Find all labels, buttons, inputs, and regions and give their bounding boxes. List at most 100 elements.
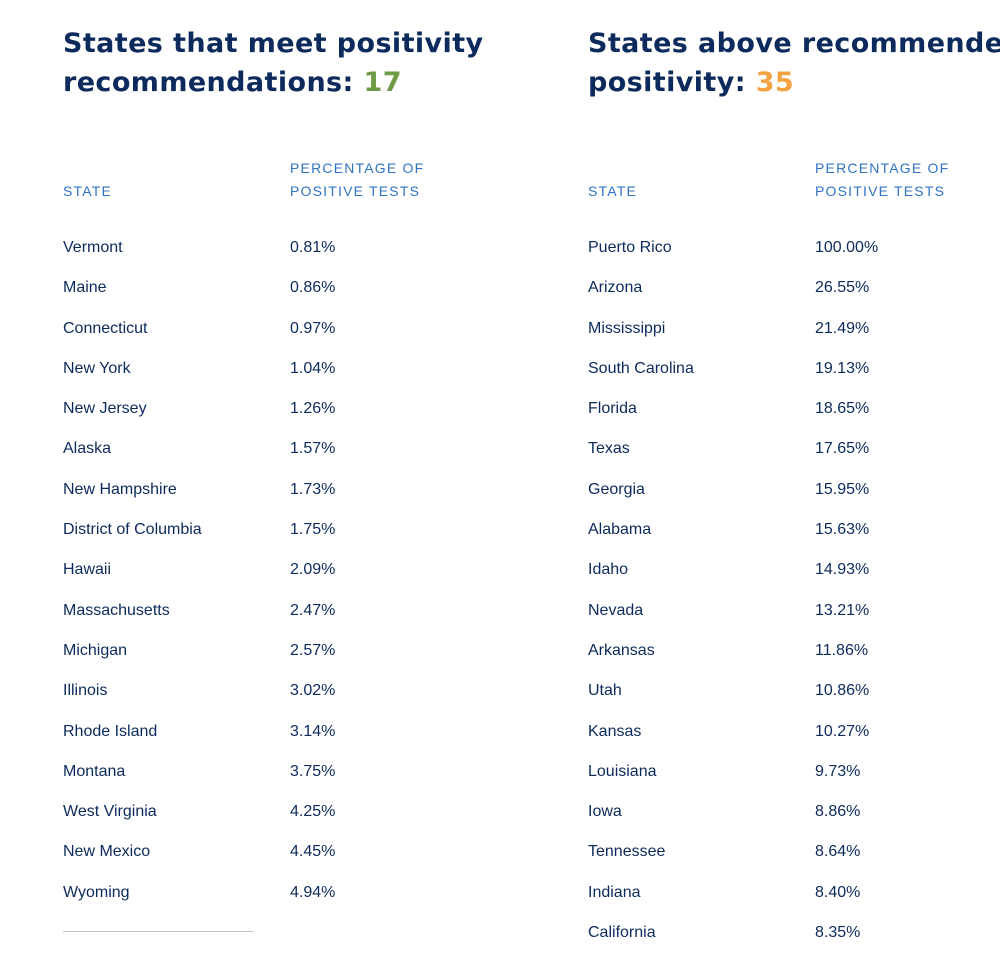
state-name: West Virginia xyxy=(63,803,157,821)
table-row: Maine 0.86% xyxy=(63,277,484,317)
positivity-percentage: 26.55% xyxy=(815,279,870,297)
positivity-percentage: 100.00% xyxy=(815,239,879,256)
state-name: New Jersey xyxy=(63,400,147,418)
table-row: Wyoming 4.94% xyxy=(63,882,484,922)
table-row: West Virginia 4.25% xyxy=(63,801,484,841)
positivity-percentage: 1.04% xyxy=(290,359,336,377)
table-row: District of Columbia 1.75% xyxy=(63,519,484,559)
positivity-percentage: 15.63% xyxy=(815,521,870,539)
meets-heading-line2: recommendations: xyxy=(63,67,354,98)
above-positivity-heading: States above recommended positivity: 35 xyxy=(588,24,1000,102)
state-name: New York xyxy=(63,359,131,377)
positivity-percentage: 8.35% xyxy=(815,924,861,942)
meets-col-pct-line2: POSITIVE TESTS xyxy=(290,183,421,199)
state-name: Montana xyxy=(63,762,126,780)
meets-col-pct-line1: PERCENTAGE OF xyxy=(290,160,425,176)
meets-heading-line1: States that meet positivity xyxy=(63,28,484,59)
table-row: Alaska 1.57% xyxy=(63,438,484,478)
positivity-percentage: 1.75% xyxy=(290,521,336,539)
table-row: Utah 10.86% xyxy=(588,680,1000,720)
table-row: Tennessee 8.64% xyxy=(588,841,1000,881)
above-positivity-panel: States above recommended positivity: 35 … xyxy=(588,24,1000,962)
state-name: Rhode Island xyxy=(63,722,158,740)
table-row: Illinois 3.02% xyxy=(63,680,484,720)
state-name: Louisiana xyxy=(588,762,657,780)
meets-positivity-heading: States that meet positivity recommendati… xyxy=(63,24,484,102)
state-name: Alabama xyxy=(588,521,652,539)
above-table-body: Puerto Rico 100.00% Arizona 26.55% Mississip… xyxy=(588,237,1000,962)
positivity-percentage: 19.13% xyxy=(815,359,870,377)
positivity-percentage: 2.09% xyxy=(290,561,336,579)
meets-table-body: Vermont 0.81% Maine 0.86% Connecticut 0.97% Ne… xyxy=(63,237,484,922)
table-row: Mississippi 21.49% xyxy=(588,318,1000,358)
state-name: Arizona xyxy=(588,279,643,297)
positivity-percentage: 3.75% xyxy=(290,762,336,780)
state-name: California xyxy=(588,924,656,942)
positivity-percentage: 2.47% xyxy=(290,601,336,619)
table-row: Arizona 26.55% xyxy=(588,277,1000,317)
state-name: Idaho xyxy=(588,561,629,579)
above-count: 35 xyxy=(755,67,795,98)
positivity-percentage: 14.93% xyxy=(815,561,870,579)
state-name: Hawaii xyxy=(63,561,112,579)
above-table-header: STATE PERCENTAGE OF POSITIVE TESTS xyxy=(588,143,1000,203)
meets-count: 17 xyxy=(363,67,402,98)
meets-positivity-panel: States that meet positivity recommendati… xyxy=(63,24,484,922)
meets-col-percentage: PERCENTAGE OF POSITIVE TESTS xyxy=(290,157,450,203)
state-name: Massachusetts xyxy=(63,601,170,619)
above-col-state: STATE xyxy=(588,183,638,199)
state-name: Vermont xyxy=(63,239,123,256)
state-name: South Carolina xyxy=(588,359,694,377)
state-name: Tennessee xyxy=(588,843,666,861)
state-name: District of Columbia xyxy=(63,521,202,539)
state-name: Alaska xyxy=(63,440,112,458)
meets-col-state: STATE xyxy=(63,183,113,199)
table-row: New Hampshire 1.73% xyxy=(63,479,484,519)
positivity-percentage: 17.65% xyxy=(815,440,870,458)
state-name: Iowa xyxy=(588,803,622,821)
state-name: New Hampshire xyxy=(63,480,177,498)
state-name: Maine xyxy=(63,279,107,297)
table-row: Florida 18.65% xyxy=(588,398,1000,438)
positivity-percentage: 1.57% xyxy=(290,440,336,458)
above-col-pct-line2: POSITIVE TESTS xyxy=(815,183,946,199)
positivity-percentage: 0.86% xyxy=(290,279,336,297)
state-name: Kansas xyxy=(588,722,642,740)
state-name: Connecticut xyxy=(63,319,148,337)
positivity-percentage: 11.86% xyxy=(815,641,869,659)
above-heading-line2: positivity: xyxy=(588,67,746,98)
positivity-percentage: 0.81% xyxy=(290,239,336,256)
state-name: Utah xyxy=(588,682,622,700)
table-row: New Mexico 4.45% xyxy=(63,841,484,881)
positivity-percentage: 13.21% xyxy=(815,601,870,619)
positivity-percentage: 1.73% xyxy=(290,480,336,498)
above-heading-line1: States above recommended xyxy=(588,28,1000,59)
positivity-percentage: 3.14% xyxy=(290,722,336,740)
table-row: Nevada 13.21% xyxy=(588,600,1000,640)
table-row: Michigan 2.57% xyxy=(63,640,484,680)
positivity-percentage: 10.27% xyxy=(815,722,870,740)
positivity-percentage: 4.94% xyxy=(290,883,336,901)
state-name: Puerto Rico xyxy=(588,239,672,256)
table-row: Kansas 10.27% xyxy=(588,721,1000,761)
state-name: New Mexico xyxy=(63,843,151,861)
table-row: Arkansas 11.86% xyxy=(588,640,1000,680)
table-row: Hawaii 2.09% xyxy=(63,559,484,599)
positivity-percentage: 8.64% xyxy=(815,843,861,861)
state-name: Nevada xyxy=(588,601,644,619)
table-row: Alabama 15.63% xyxy=(588,519,1000,559)
table-row: California 8.35% xyxy=(588,922,1000,962)
meets-table-header: STATE PERCENTAGE OF POSITIVE TESTS xyxy=(63,143,484,203)
table-row: Georgia 15.95% xyxy=(588,479,1000,519)
table-row: South Carolina 19.13% xyxy=(588,358,1000,398)
table-row: Idaho 14.93% xyxy=(588,559,1000,599)
table-row: Rhode Island 3.14% xyxy=(63,721,484,761)
positivity-percentage: 21.49% xyxy=(815,319,870,337)
positivity-percentage: 1.26% xyxy=(290,400,336,418)
table-row: Louisiana 9.73% xyxy=(588,761,1000,801)
table-row: New York 1.04% xyxy=(63,358,484,398)
positivity-percentage: 0.97% xyxy=(290,319,336,337)
state-name: Mississippi xyxy=(588,319,666,337)
state-name: Wyoming xyxy=(63,883,130,901)
table-row: Connecticut 0.97% xyxy=(63,318,484,358)
